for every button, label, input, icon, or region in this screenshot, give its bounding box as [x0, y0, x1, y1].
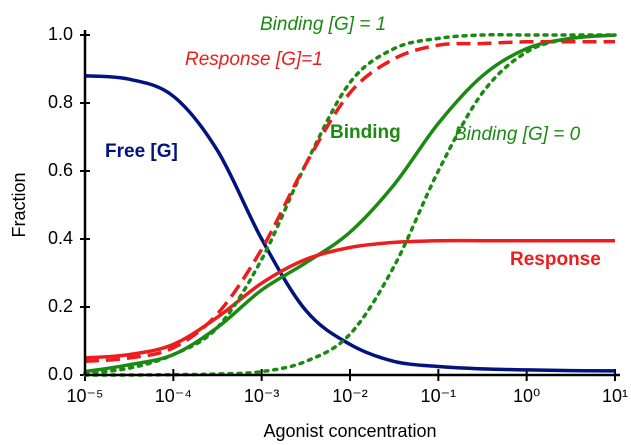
- annotation: Binding: [330, 122, 401, 143]
- x-tick-label: 10⁻⁴: [155, 386, 192, 406]
- y-tick-label: 0.0: [48, 364, 73, 384]
- x-tick-label: 10⁻⁵: [67, 386, 104, 406]
- y-tick-label: 0.4: [48, 228, 73, 248]
- series-line: [84, 33, 616, 374]
- annotation: Binding [G] = 1: [260, 14, 386, 35]
- x-tick-label: 10⁻¹: [421, 386, 457, 406]
- annotation: Response [G]=1: [185, 49, 323, 70]
- y-tick-label: 0.6: [48, 160, 73, 180]
- annotation: Free [G]: [105, 141, 178, 162]
- series-line: [84, 74, 616, 373]
- annotation: Response: [510, 249, 601, 270]
- series-line: [83, 33, 617, 376]
- y-tick-label: 0.8: [48, 92, 73, 112]
- x-tick-label: 10¹: [602, 386, 628, 406]
- y-tick-label: 0.2: [48, 296, 73, 316]
- x-tick-label: 10⁰: [513, 386, 540, 406]
- x-tick-label: 10⁻²: [332, 386, 368, 406]
- y-axis-label: Fraction: [9, 172, 29, 237]
- series-line: [83, 33, 617, 377]
- annotation: Binding [G] = 0: [454, 124, 581, 145]
- x-axis-label: Agonist concentration: [263, 421, 436, 441]
- series-line: [84, 238, 615, 360]
- series-line: [84, 39, 615, 364]
- y-tick-label: 1.0: [48, 24, 73, 44]
- x-tick-label: 10⁻³: [244, 386, 280, 406]
